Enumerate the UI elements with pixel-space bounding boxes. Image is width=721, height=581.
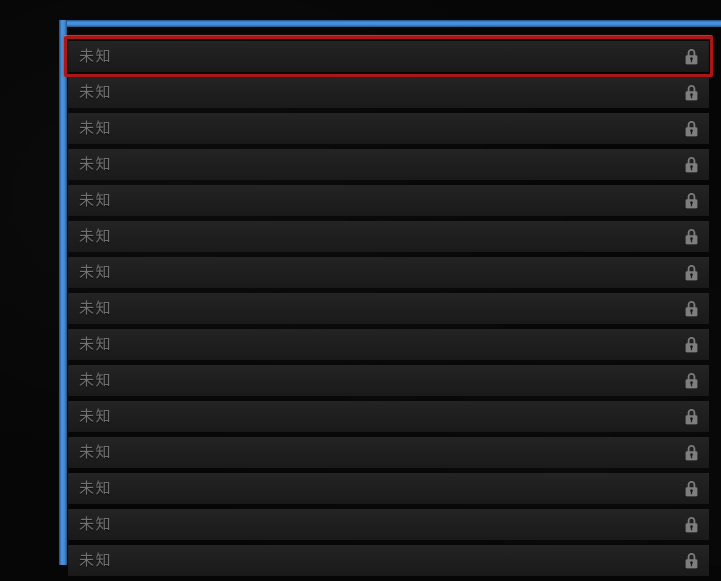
- list-item[interactable]: 未知: [68, 293, 709, 324]
- item-label: 未知: [79, 83, 113, 101]
- item-label: 未知: [79, 335, 113, 353]
- item-label: 未知: [79, 191, 113, 209]
- lock-icon: [685, 264, 698, 281]
- list-item[interactable]: 未知: [68, 437, 709, 468]
- lock-icon: [685, 516, 698, 533]
- lock-icon: [685, 336, 698, 353]
- item-label: 未知: [79, 371, 113, 389]
- item-label: 未知: [79, 515, 113, 533]
- list-item[interactable]: 未知: [68, 149, 709, 180]
- item-label: 未知: [79, 263, 113, 281]
- item-label: 未知: [79, 443, 113, 461]
- lock-icon: [685, 372, 698, 389]
- lock-icon: [685, 408, 698, 425]
- item-label: 未知: [79, 119, 113, 137]
- lock-icon: [685, 156, 698, 173]
- item-label: 未知: [79, 155, 113, 173]
- list-item[interactable]: 未知: [68, 329, 709, 360]
- panel-focus-border-left: [59, 20, 67, 565]
- lock-icon: [685, 192, 698, 209]
- item-label: 未知: [79, 407, 113, 425]
- list-item[interactable]: 未知: [68, 473, 709, 504]
- lock-icon: [685, 552, 698, 569]
- list-item[interactable]: 未知: [68, 185, 709, 216]
- item-label: 未知: [79, 47, 113, 65]
- list-item[interactable]: 未知: [68, 221, 709, 252]
- item-label: 未知: [79, 299, 113, 317]
- lock-icon: [685, 84, 698, 101]
- lock-icon: [685, 228, 698, 245]
- item-label: 未知: [79, 479, 113, 497]
- item-label: 未知: [79, 227, 113, 245]
- list-item[interactable]: 未知: [68, 401, 709, 432]
- lock-icon: [685, 480, 698, 497]
- list-item[interactable]: 未知: [68, 113, 709, 144]
- panel-focus-border-top: [59, 20, 721, 27]
- locked-items-list: 未知 未知 未知: [64, 36, 713, 581]
- list-item[interactable]: 未知: [68, 509, 709, 540]
- lock-icon: [685, 120, 698, 137]
- list-item[interactable]: 未知: [68, 545, 709, 576]
- lock-icon: [685, 48, 698, 65]
- list-item[interactable]: 未知: [68, 365, 709, 396]
- list-item[interactable]: 未知: [68, 257, 709, 288]
- lock-icon: [685, 444, 698, 461]
- list-item[interactable]: 未知: [68, 77, 709, 108]
- item-label: 未知: [79, 551, 113, 569]
- lock-icon: [685, 300, 698, 317]
- list-item[interactable]: 未知: [64, 36, 713, 77]
